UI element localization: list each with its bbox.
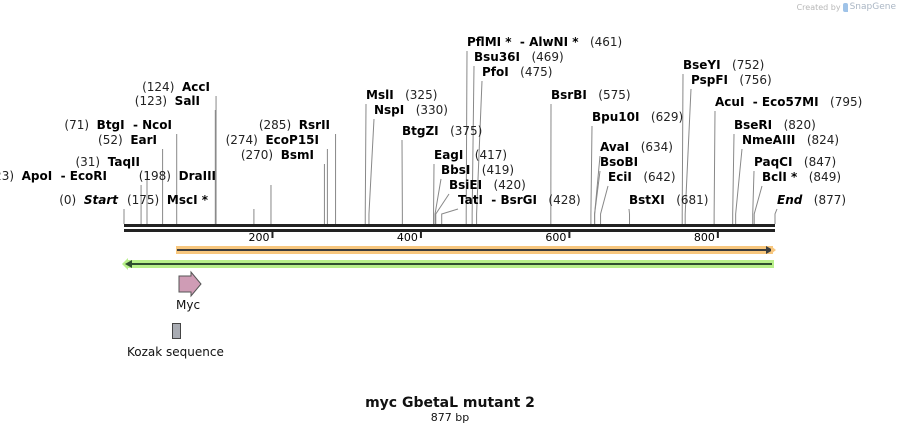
cut-site-line xyxy=(732,133,735,224)
enzyme-site-label[interactable]: (71) BtgI - NcoI xyxy=(64,118,172,132)
snapgene-logo-icon xyxy=(842,2,848,12)
cut-site-line xyxy=(476,80,483,224)
enzyme-site-label[interactable]: Bpu10I (629) xyxy=(592,110,683,124)
enzyme-site-label[interactable]: BstXI (681) xyxy=(629,193,708,207)
legend-label-myc: Myc xyxy=(176,298,201,312)
enzyme-site-label[interactable]: PspFI (756) xyxy=(691,73,772,87)
enzyme-site-label[interactable]: Bsu36I (469) xyxy=(474,50,564,64)
enzyme-site-label[interactable]: (0) Start xyxy=(59,193,119,207)
scale-tick xyxy=(419,232,422,238)
map-length: 877 bp xyxy=(430,411,470,424)
cut-site-line xyxy=(435,193,450,224)
enzyme-site-label[interactable]: BsiEI (420) xyxy=(449,178,526,192)
scale-tick-label: 400 xyxy=(397,231,418,244)
cut-site-line xyxy=(368,118,375,224)
cut-site-line xyxy=(681,73,684,224)
enzyme-site-label[interactable]: End (877) xyxy=(777,193,846,207)
myc-legend-arrow-icon xyxy=(178,270,202,298)
enzyme-site-label[interactable]: BclI * (849) xyxy=(762,170,841,184)
scale-tick-label: 600 xyxy=(545,231,566,244)
enzyme-site-label[interactable]: AvaI (634) xyxy=(600,140,673,154)
cut-site-line xyxy=(441,208,459,224)
enzyme-site-label[interactable]: (270) BsmI xyxy=(241,148,314,162)
enzyme-site-label[interactable]: BsoBI xyxy=(600,155,638,169)
scale-ticks: 200 400 600 800 xyxy=(248,231,719,244)
enzyme-site-label[interactable]: NspI (330) xyxy=(374,103,448,117)
scale-tick xyxy=(568,232,571,238)
enzyme-site-label[interactable]: (274) EcoP15I xyxy=(226,133,319,147)
site-lines xyxy=(123,50,778,224)
enzyme-site-label[interactable]: BseRI (820) xyxy=(734,118,816,132)
enzyme-site-label[interactable]: EagI (417) xyxy=(434,148,507,162)
enzyme-site-label[interactable]: BsrBI (575) xyxy=(551,88,631,102)
enzyme-site-label[interactable]: PflMI * - AlwNI * (461) xyxy=(467,35,622,49)
cut-site-line xyxy=(434,178,442,224)
enzyme-site-label[interactable]: PaqCI (847) xyxy=(754,155,836,169)
enzyme-site-label[interactable]: (285) RsrII xyxy=(259,118,330,132)
enzyme-site-label[interactable]: (31) TaqII xyxy=(75,155,140,169)
kozak-legend-box-icon xyxy=(172,323,181,339)
enzyme-site-label[interactable]: PfoI (475) xyxy=(482,65,552,79)
enzyme-site-label[interactable]: (23) ApoI - EcoRI xyxy=(0,169,107,183)
site-labels: (0) Start (23) ApoI - EcoRI(31) TaqII (52)… xyxy=(0,35,862,207)
reverse-feature[interactable] xyxy=(122,258,774,270)
enzyme-site-label[interactable]: NmeAIII (824) xyxy=(742,133,839,147)
cut-site-line xyxy=(590,125,593,224)
enzyme-site-label[interactable]: BseYI (752) xyxy=(683,58,764,72)
enzyme-site-label[interactable]: (52) EarI xyxy=(98,133,157,147)
cut-site-line xyxy=(465,50,468,224)
enzyme-site-label[interactable]: MslI (325) xyxy=(366,88,437,102)
cut-site-line xyxy=(600,185,609,224)
map-title: myc GbetaL mutant 2 xyxy=(365,395,535,411)
enzyme-site-label[interactable]: AcuI - Eco57MI (795) xyxy=(715,95,862,109)
scale-tick-label: 200 xyxy=(248,231,269,244)
scale-tick xyxy=(271,232,274,238)
backbone xyxy=(124,224,775,232)
cut-site-line xyxy=(735,148,743,224)
credit-brand: SnapGene xyxy=(849,2,896,12)
cut-site-line xyxy=(752,170,755,224)
enzyme-site-label[interactable]: (124) AccI xyxy=(142,80,210,94)
cut-site-line xyxy=(684,88,692,224)
enzyme-site-label[interactable]: BbsI (419) xyxy=(441,163,514,177)
cut-site-line xyxy=(628,208,631,224)
enzyme-site-label[interactable]: (123) SalI xyxy=(135,94,200,108)
enzyme-site-label[interactable]: TatI - BsrGI (428) xyxy=(458,193,581,207)
cut-site-line xyxy=(364,103,367,224)
enzyme-site-label[interactable]: (175) MscI * xyxy=(127,193,209,207)
enzyme-site-label[interactable]: (198) DraIII xyxy=(139,169,216,183)
forward-feature[interactable] xyxy=(176,246,776,254)
credit-prefix: Created by xyxy=(796,2,841,12)
enzyme-site-label[interactable]: BtgZI (375) xyxy=(402,124,482,138)
legend-label-kozak: Kozak sequence xyxy=(127,345,224,359)
cut-site-line xyxy=(471,65,475,224)
cut-site-line xyxy=(594,170,601,224)
scale-tick-label: 800 xyxy=(694,231,715,244)
cut-site-line xyxy=(774,208,778,224)
enzyme-site-label[interactable]: EciI (642) xyxy=(608,170,676,184)
cut-site-line xyxy=(753,185,763,224)
cut-site-line xyxy=(713,110,716,224)
scale-tick xyxy=(716,232,719,238)
snapgene-credit: Created by SnapGene xyxy=(797,2,896,12)
